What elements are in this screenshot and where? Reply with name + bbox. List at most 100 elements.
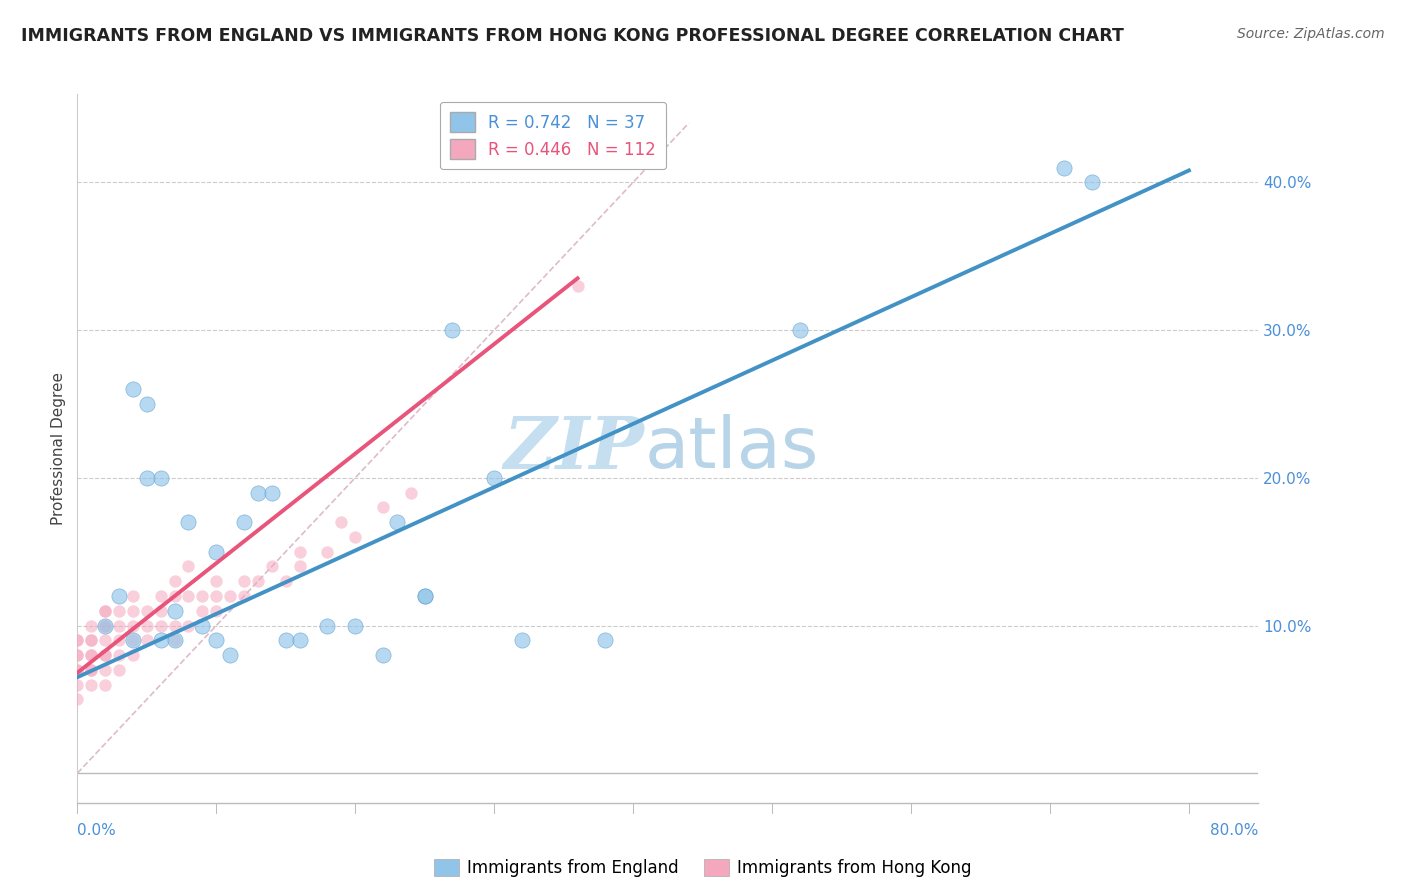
Text: 80.0%: 80.0%	[1211, 823, 1258, 838]
Point	[177, 559, 200, 574]
Point	[122, 633, 145, 648]
Point	[94, 648, 117, 662]
Point	[233, 574, 256, 589]
Text: IMMIGRANTS FROM ENGLAND VS IMMIGRANTS FROM HONG KONG PROFESSIONAL DEGREE CORRELA: IMMIGRANTS FROM ENGLAND VS IMMIGRANTS FR…	[21, 27, 1123, 45]
Point	[135, 397, 157, 411]
Point	[66, 692, 89, 706]
Point	[108, 633, 131, 648]
Point	[66, 678, 89, 692]
Point	[316, 544, 339, 558]
Point	[191, 618, 214, 632]
Point	[288, 633, 311, 648]
Point	[108, 618, 131, 632]
Point	[94, 648, 117, 662]
Point	[1053, 161, 1076, 175]
Y-axis label: Professional Degree: Professional Degree	[51, 372, 66, 524]
Text: Source: ZipAtlas.com: Source: ZipAtlas.com	[1237, 27, 1385, 41]
Point	[371, 500, 394, 515]
Text: 0.0%: 0.0%	[77, 823, 117, 838]
Point	[135, 604, 157, 618]
Point	[94, 678, 117, 692]
Point	[233, 589, 256, 603]
Legend: Immigrants from England, Immigrants from Hong Kong: Immigrants from England, Immigrants from…	[427, 852, 979, 884]
Point	[66, 633, 89, 648]
Point	[108, 604, 131, 618]
Point	[330, 515, 353, 529]
Point	[66, 663, 89, 677]
Point	[399, 485, 422, 500]
Point	[94, 618, 117, 632]
Point	[66, 648, 89, 662]
Point	[122, 648, 145, 662]
Point	[246, 574, 269, 589]
Point	[163, 604, 186, 618]
Text: atlas: atlas	[644, 414, 818, 483]
Point	[94, 663, 117, 677]
Point	[163, 633, 186, 648]
Point	[205, 604, 228, 618]
Point	[246, 485, 269, 500]
Point	[122, 604, 145, 618]
Point	[789, 323, 811, 337]
Point	[80, 663, 103, 677]
Point	[413, 589, 436, 603]
Point	[66, 648, 89, 662]
Point	[80, 648, 103, 662]
Point	[260, 485, 283, 500]
Point	[163, 589, 186, 603]
Point	[94, 604, 117, 618]
Point	[371, 648, 394, 662]
Legend: R = 0.742   N = 37, R = 0.446   N = 112: R = 0.742 N = 37, R = 0.446 N = 112	[440, 102, 666, 169]
Point	[441, 323, 464, 337]
Point	[344, 618, 367, 632]
Point	[94, 618, 117, 632]
Point	[205, 544, 228, 558]
Point	[219, 589, 242, 603]
Point	[80, 618, 103, 632]
Point	[122, 589, 145, 603]
Point	[80, 663, 103, 677]
Point	[219, 648, 242, 662]
Point	[260, 559, 283, 574]
Point	[122, 382, 145, 396]
Point	[205, 633, 228, 648]
Point	[163, 618, 186, 632]
Point	[163, 633, 186, 648]
Point	[135, 633, 157, 648]
Point	[344, 530, 367, 544]
Point	[177, 515, 200, 529]
Point	[316, 618, 339, 632]
Point	[66, 633, 89, 648]
Point	[1080, 175, 1102, 189]
Point	[108, 648, 131, 662]
Point	[274, 633, 297, 648]
Point	[482, 471, 505, 485]
Point	[191, 589, 214, 603]
Point	[413, 589, 436, 603]
Point	[274, 574, 297, 589]
Point	[122, 618, 145, 632]
Point	[94, 633, 117, 648]
Point	[288, 559, 311, 574]
Point	[80, 678, 103, 692]
Point	[233, 515, 256, 529]
Point	[80, 648, 103, 662]
Point	[191, 604, 214, 618]
Point	[108, 663, 131, 677]
Point	[94, 604, 117, 618]
Point	[149, 604, 172, 618]
Point	[80, 633, 103, 648]
Text: ZIP: ZIP	[503, 413, 644, 483]
Point	[567, 278, 589, 293]
Point	[595, 633, 617, 648]
Point	[149, 589, 172, 603]
Point	[122, 633, 145, 648]
Point	[163, 574, 186, 589]
Point	[135, 618, 157, 632]
Point	[94, 618, 117, 632]
Point	[149, 471, 172, 485]
Point	[135, 471, 157, 485]
Point	[177, 618, 200, 632]
Point	[288, 544, 311, 558]
Point	[66, 663, 89, 677]
